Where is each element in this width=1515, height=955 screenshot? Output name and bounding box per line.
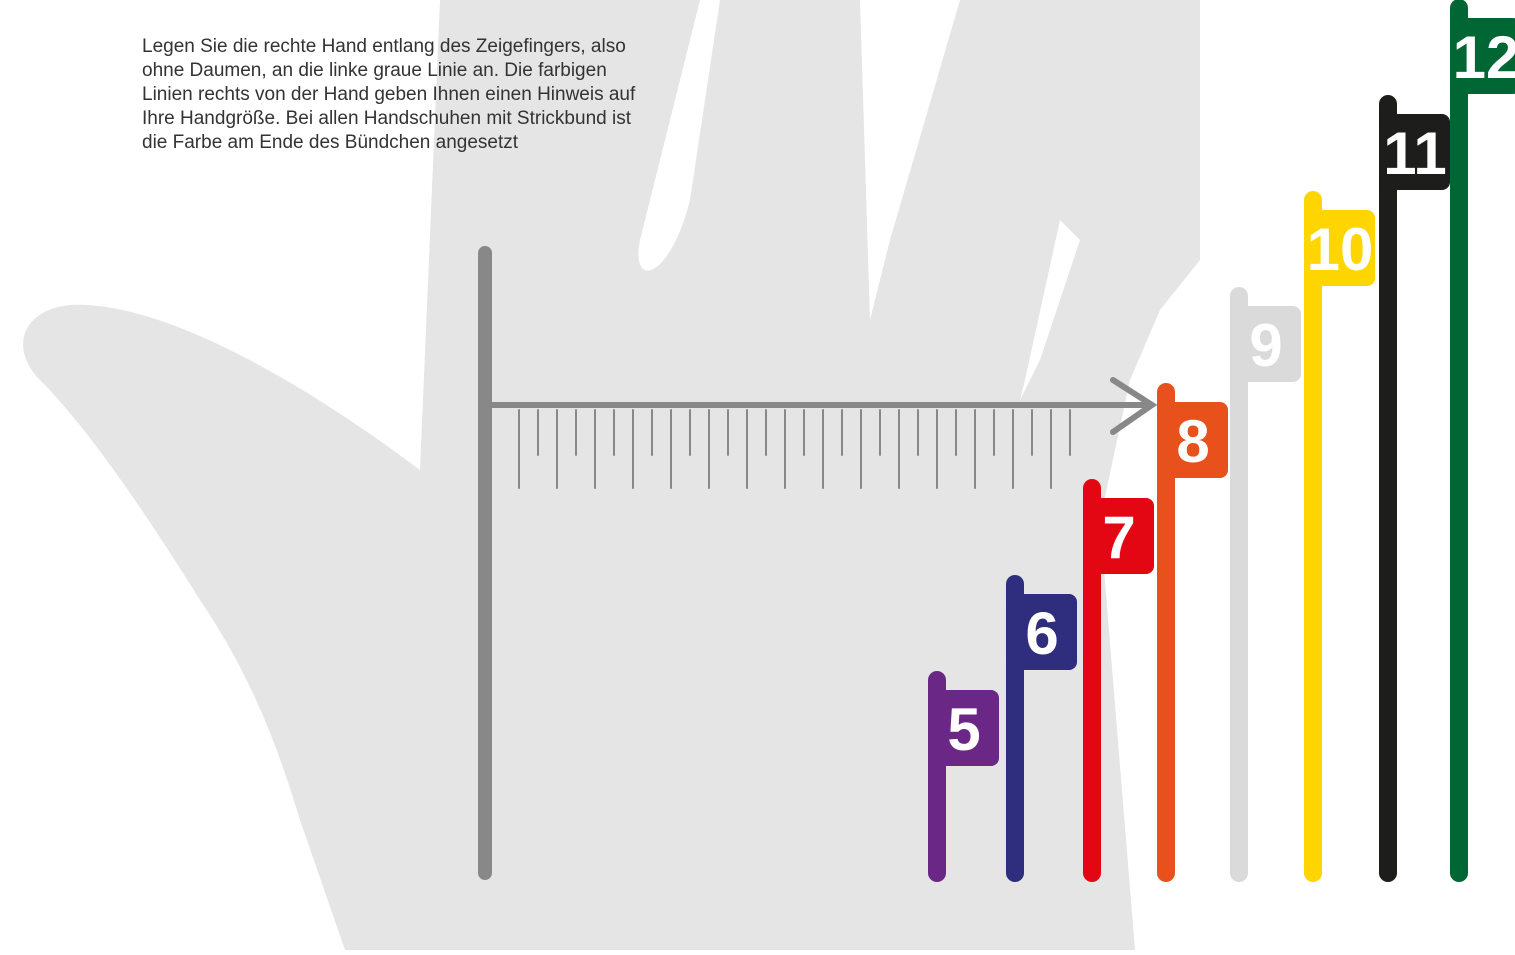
- size-flag: 10: [1304, 200, 1375, 873]
- size-flag: 8: [1157, 392, 1228, 873]
- instruction-line: Ihre Handgröße. Bei allen Handschuhen mi…: [142, 108, 632, 129]
- hand-size-diagram: Legen Sie die rechte Hand entlang des Ze…: [0, 0, 1515, 955]
- size-label: 9: [1249, 312, 1282, 379]
- instruction-line: ohne Daumen, an die linke graue Linie an…: [142, 60, 607, 81]
- instruction-line: Linien rechts von der Hand geben Ihnen e…: [142, 84, 636, 105]
- size-flag: 12: [1450, 8, 1515, 873]
- size-label: 8: [1176, 408, 1209, 475]
- size-flag: 11: [1379, 104, 1450, 873]
- instruction-line: die Farbe am Ende des Bündchen angesetzt: [142, 132, 519, 153]
- size-label: 6: [1025, 600, 1058, 667]
- size-label: 11: [1383, 120, 1446, 187]
- size-label: 7: [1102, 504, 1135, 571]
- instruction-line: Legen Sie die rechte Hand entlang des Ze…: [142, 36, 626, 57]
- size-label: 12: [1453, 24, 1515, 91]
- size-label: 10: [1307, 216, 1374, 283]
- size-flag: 9: [1230, 296, 1301, 873]
- size-label: 5: [947, 696, 980, 763]
- page: Legen Sie die rechte Hand entlang des Ze…: [0, 0, 1515, 955]
